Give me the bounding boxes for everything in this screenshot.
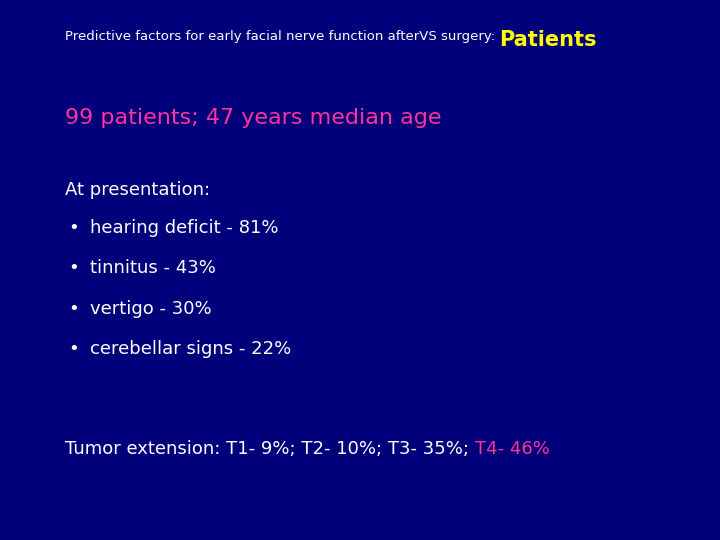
Text: •: • [68, 219, 79, 237]
Text: Tumor extension: T1- 9%; T2- 10%; T3- 35%;: Tumor extension: T1- 9%; T2- 10%; T3- 35… [65, 440, 474, 458]
Text: tinnitus - 43%: tinnitus - 43% [90, 259, 216, 277]
Text: Predictive factors for early facial nerve function after​VS surgery:: Predictive factors for early facial nerv… [65, 30, 499, 43]
Text: •: • [68, 340, 79, 358]
Text: T4- 46%: T4- 46% [474, 440, 549, 458]
Text: hearing deficit - 81%: hearing deficit - 81% [90, 219, 279, 237]
Text: 99 patients; 47 years median age: 99 patients; 47 years median age [65, 108, 441, 128]
Text: •: • [68, 259, 79, 277]
Text: cerebellar signs - 22%: cerebellar signs - 22% [90, 340, 292, 358]
Text: vertigo - 30%: vertigo - 30% [90, 300, 212, 318]
Text: •: • [68, 300, 79, 318]
Text: Patients: Patients [499, 30, 597, 50]
Text: At presentation:: At presentation: [65, 181, 210, 199]
